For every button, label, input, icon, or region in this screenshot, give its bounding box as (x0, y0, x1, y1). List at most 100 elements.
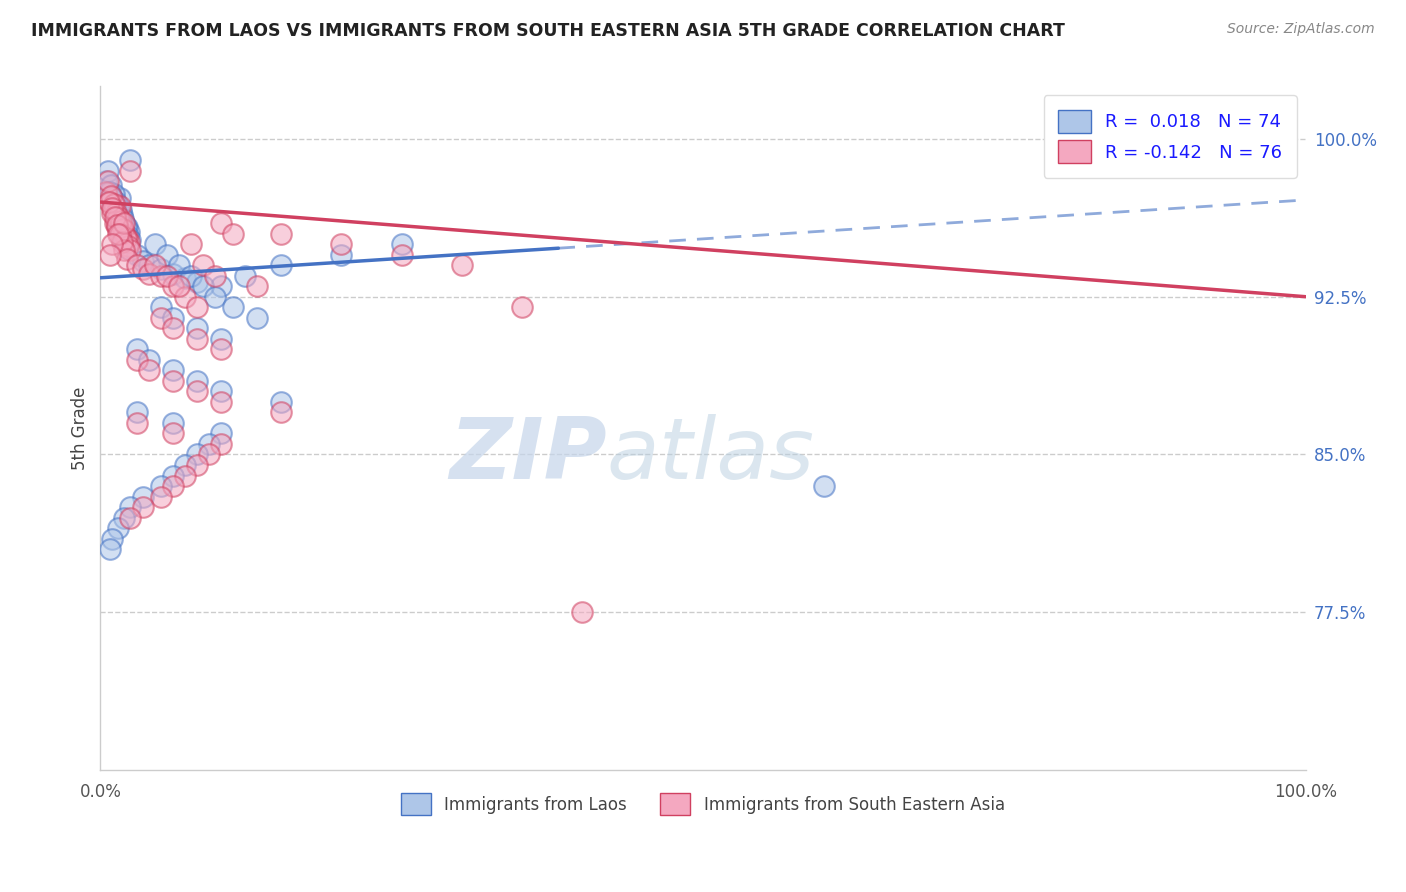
Point (110, 203, 132, 218)
Point (173, 270, 195, 285)
Point (813, 479, 835, 493)
Point (162, 279, 184, 293)
Point (270, 405, 292, 419)
Point (162, 363, 184, 377)
Point (115, 220, 138, 235)
Point (131, 490, 153, 504)
Point (149, 268, 172, 283)
Point (204, 290, 226, 304)
Point (180, 268, 202, 283)
Point (103, 186, 125, 201)
Point (114, 220, 136, 235)
Point (173, 290, 195, 304)
Point (115, 231, 138, 245)
Point (186, 374, 208, 388)
Point (103, 197, 125, 211)
Point (111, 208, 134, 222)
Point (125, 343, 148, 357)
Point (162, 479, 184, 493)
Point (131, 254, 153, 268)
Point (209, 437, 232, 451)
Point (111, 225, 134, 239)
Point (112, 211, 135, 226)
Point (191, 279, 214, 293)
Point (246, 310, 269, 325)
Text: ZIP: ZIP (449, 414, 606, 497)
Point (101, 191, 124, 205)
Point (105, 205, 128, 219)
Point (180, 237, 202, 252)
Point (209, 426, 232, 441)
Point (222, 300, 245, 314)
Point (173, 468, 195, 483)
Point (186, 332, 208, 346)
Point (97, 174, 120, 188)
Point (125, 258, 148, 272)
Point (120, 153, 142, 167)
Point (162, 468, 184, 483)
Point (186, 300, 208, 314)
Point (96, 185, 118, 199)
Point (125, 405, 148, 419)
Point (114, 510, 136, 524)
Text: atlas: atlas (606, 414, 814, 497)
Point (149, 262, 172, 277)
Legend: Immigrants from Laos, Immigrants from South Eastern Asia: Immigrants from Laos, Immigrants from So… (392, 785, 1014, 823)
Point (104, 216, 127, 230)
Point (120, 163, 142, 178)
Point (191, 258, 214, 272)
Point (115, 252, 138, 266)
Point (114, 233, 136, 247)
Point (330, 247, 353, 261)
Point (96, 174, 118, 188)
Point (167, 279, 190, 293)
Point (125, 247, 148, 261)
Point (117, 228, 139, 243)
Point (98, 195, 121, 210)
Point (97, 185, 120, 199)
Point (114, 216, 136, 230)
Point (110, 214, 132, 228)
Point (391, 247, 413, 261)
Point (108, 199, 131, 213)
Point (120, 500, 142, 514)
Point (162, 310, 184, 325)
Point (330, 237, 353, 252)
Point (107, 227, 129, 241)
Point (105, 220, 128, 235)
Point (138, 258, 160, 272)
Point (105, 203, 128, 218)
Point (149, 479, 172, 493)
Point (209, 216, 232, 230)
Point (204, 268, 226, 283)
Point (100, 178, 122, 193)
Point (270, 395, 292, 409)
Point (118, 225, 141, 239)
Point (120, 510, 142, 524)
Point (149, 490, 172, 504)
Text: Source: ZipAtlas.com: Source: ZipAtlas.com (1227, 22, 1375, 37)
Point (107, 210, 129, 224)
Point (97, 163, 120, 178)
Point (112, 222, 135, 236)
Point (209, 384, 232, 399)
Point (209, 332, 232, 346)
Point (391, 237, 413, 252)
Point (186, 384, 208, 399)
Point (105, 208, 128, 222)
Point (138, 363, 160, 377)
Point (111, 220, 134, 235)
Point (209, 395, 232, 409)
Point (101, 202, 124, 216)
Point (143, 237, 166, 252)
Point (143, 258, 166, 272)
Point (98, 542, 121, 557)
Point (270, 258, 292, 272)
Point (510, 300, 533, 314)
Point (104, 199, 127, 213)
Point (120, 233, 142, 247)
Point (97, 195, 120, 210)
Point (167, 258, 190, 272)
Point (114, 231, 136, 245)
Y-axis label: 5th Grade: 5th Grade (72, 386, 89, 470)
